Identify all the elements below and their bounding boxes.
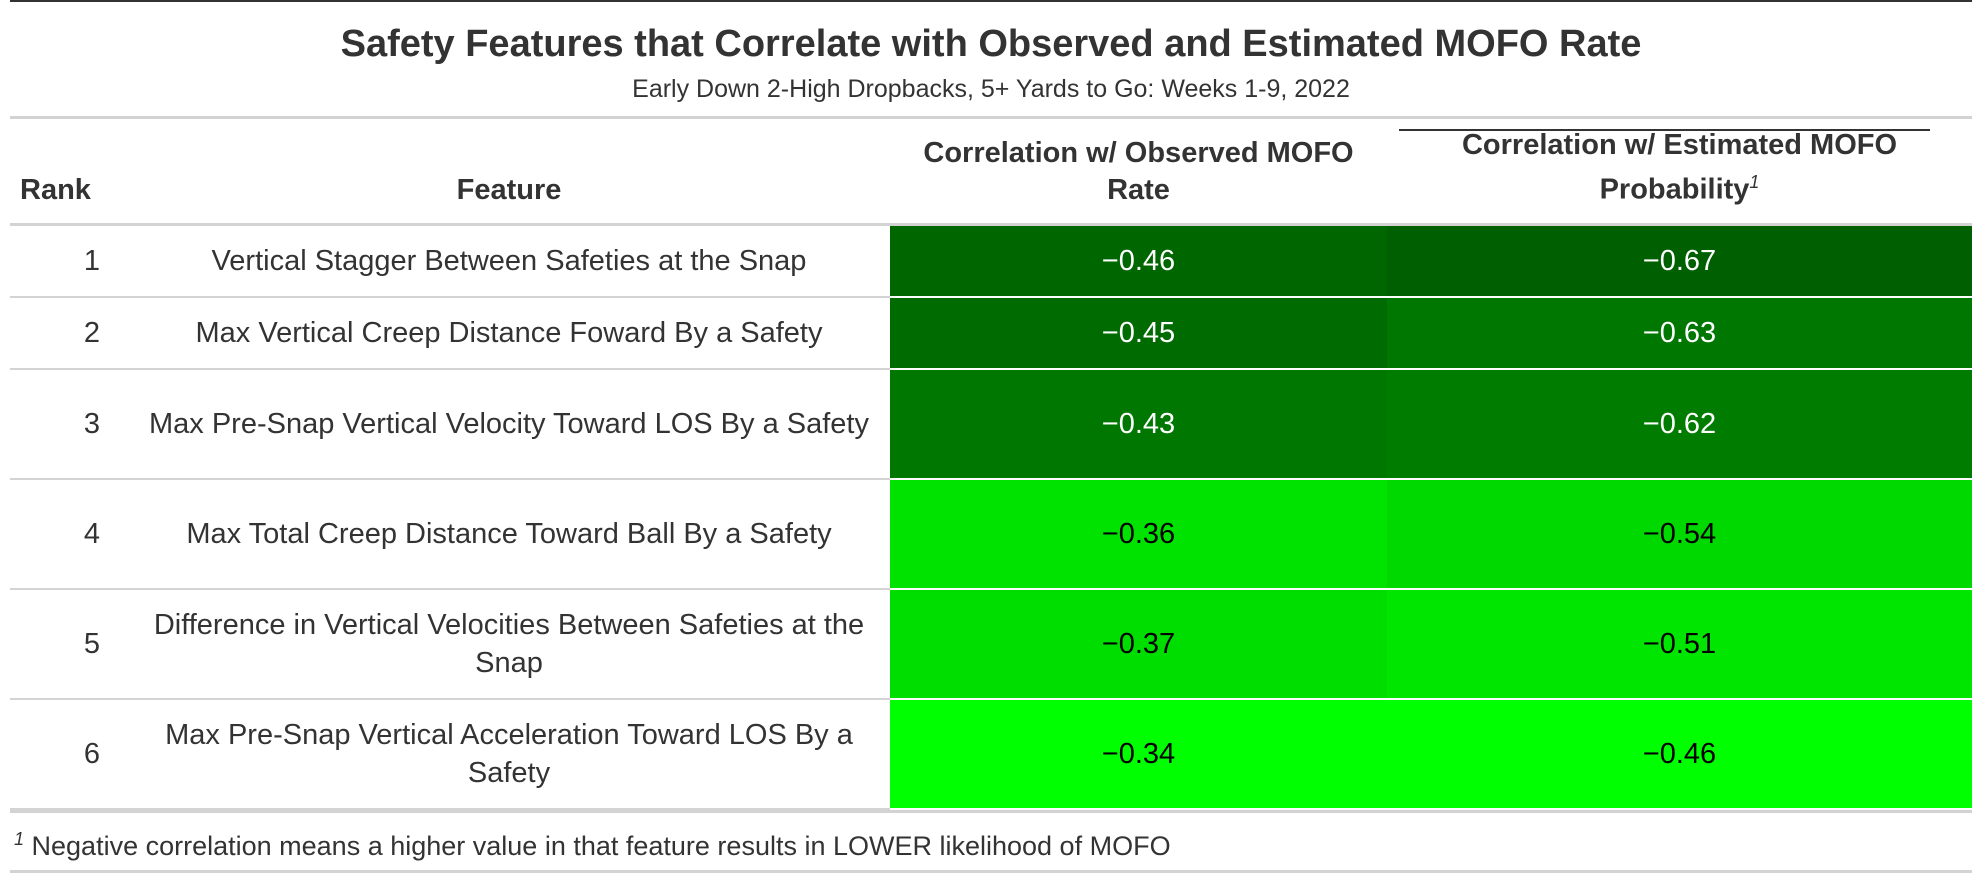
table-row: 1 Vertical Stagger Between Safeties at th… bbox=[10, 224, 1972, 298]
column-header-feature: Feature bbox=[456, 174, 562, 206]
observed-correlation-cell: −0.34 bbox=[890, 699, 1387, 810]
estimated-correlation-cell: −0.54 bbox=[1387, 479, 1972, 590]
observed-correlation-cell: −0.37 bbox=[890, 589, 1387, 700]
column-header-estimated: Correlation w/ Estimated MOFO Probabilit… bbox=[1387, 118, 1972, 225]
rank-cell: 1 bbox=[10, 224, 128, 298]
observed-correlation-cell: −0.46 bbox=[890, 224, 1387, 298]
table-row: 5 Difference in Vertical Velocities Betwe… bbox=[10, 589, 1972, 700]
estimated-correlation-cell: −0.62 bbox=[1387, 369, 1972, 480]
column-header-estimated-label: Correlation w/ Estimated MOFO Probabilit… bbox=[1461, 129, 1898, 206]
rank-cell: 5 bbox=[10, 589, 128, 700]
estimated-correlation-cell: −0.46 bbox=[1387, 699, 1972, 810]
footnote-mark: 1 bbox=[14, 829, 25, 849]
rank-cell: 2 bbox=[10, 297, 128, 370]
table-title: Safety Features that Correlate with Obse… bbox=[340, 23, 1642, 65]
observed-correlation-cell: −0.45 bbox=[890, 297, 1387, 370]
rank-cell: 6 bbox=[10, 699, 128, 810]
feature-cell: Max Pre-Snap Vertical Acceleration Towar… bbox=[128, 699, 890, 810]
column-header-observed: Correlation w/ Observed MOFO Rate bbox=[923, 137, 1354, 206]
table-row: 6 Max Pre-Snap Vertical Acceleration Towa… bbox=[10, 699, 1972, 810]
table-subtitle: Early Down 2-High Dropbacks, 5+ Yards to… bbox=[632, 75, 1350, 103]
column-header-rank: Rank bbox=[20, 174, 91, 206]
feature-cell: Vertical Stagger Between Safeties at the… bbox=[128, 224, 890, 298]
spanner-rule bbox=[1399, 129, 1930, 131]
estimated-correlation-cell: −0.51 bbox=[1387, 589, 1972, 700]
table-body: 1 Vertical Stagger Between Safeties at th… bbox=[10, 224, 1972, 810]
table-row: 4 Max Total Creep Distance Toward Ball By… bbox=[10, 479, 1972, 590]
table-row: 2 Max Vertical Creep Distance Foward By a… bbox=[10, 297, 1972, 370]
rank-cell: 3 bbox=[10, 369, 128, 480]
table-row: 3 Max Pre-Snap Vertical Velocity Toward L… bbox=[10, 369, 1972, 480]
table-footnote: 1 Negative correlation means a higher va… bbox=[10, 810, 1972, 873]
footnote-text: Negative correlation means a higher valu… bbox=[31, 831, 1171, 861]
observed-correlation-cell: −0.43 bbox=[890, 369, 1387, 480]
estimated-correlation-cell: −0.67 bbox=[1387, 224, 1972, 298]
feature-cell: Max Vertical Creep Distance Foward By a … bbox=[128, 297, 890, 370]
feature-cell: Max Pre-Snap Vertical Velocity Toward LO… bbox=[128, 369, 890, 480]
footnote-mark: 1 bbox=[1749, 172, 1760, 193]
correlation-table: Rank Feature Correlation w/ Observed MOF… bbox=[10, 116, 1972, 810]
header-row: Rank Feature Correlation w/ Observed MOF… bbox=[10, 117, 1972, 225]
rank-cell: 4 bbox=[10, 479, 128, 590]
feature-cell: Difference in Vertical Velocities Betwee… bbox=[128, 589, 890, 700]
observed-correlation-cell: −0.36 bbox=[890, 479, 1387, 590]
feature-cell: Max Total Creep Distance Toward Ball By … bbox=[128, 479, 890, 590]
estimated-correlation-cell: −0.63 bbox=[1387, 297, 1972, 370]
table-container: Safety Features that Correlate with Obse… bbox=[10, 0, 1972, 873]
